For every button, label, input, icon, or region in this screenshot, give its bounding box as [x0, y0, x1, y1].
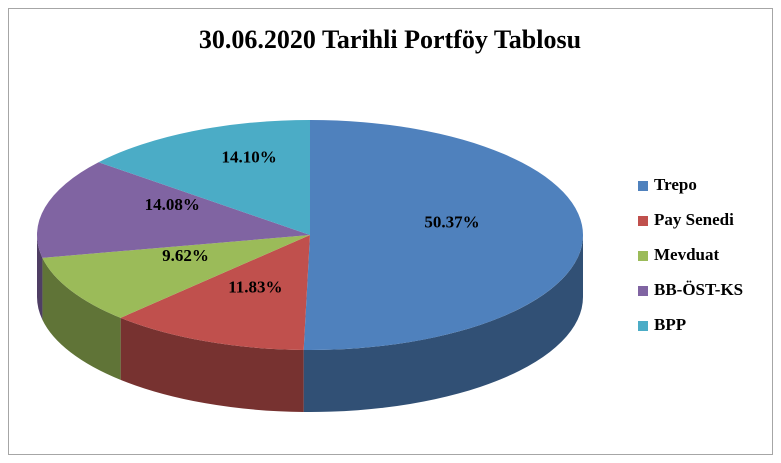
legend-label: Trepo	[654, 175, 697, 194]
pie-slice	[98, 120, 310, 235]
chart-title: 30.06.2020 Tarihli Portföy Tablosu	[199, 25, 581, 54]
slice-side	[37, 235, 43, 320]
pie-slice	[303, 120, 584, 351]
legend-label: Mevduat	[654, 245, 720, 264]
legend-swatch	[638, 321, 648, 331]
value-label: 14.10%	[222, 147, 277, 166]
pie-slice	[42, 235, 310, 318]
slice-side	[42, 257, 121, 380]
legend-swatch	[638, 251, 648, 261]
value-label: 11.83%	[228, 278, 282, 297]
legend-swatch	[638, 216, 648, 226]
slice-side	[120, 317, 304, 412]
pie-slice	[120, 235, 310, 350]
value-label: 50.37%	[424, 213, 479, 232]
value-label: 14.08%	[145, 195, 200, 214]
legend-swatch	[638, 286, 648, 296]
legend-label: Pay Senedi	[654, 210, 734, 229]
legend-label: BPP	[654, 315, 686, 334]
value-label: 9.62%	[162, 246, 209, 265]
slice-side	[303, 235, 583, 412]
pie-slice	[37, 162, 311, 258]
legend-label: BB-ÖST-KS	[654, 280, 743, 299]
legend-swatch	[638, 181, 648, 191]
